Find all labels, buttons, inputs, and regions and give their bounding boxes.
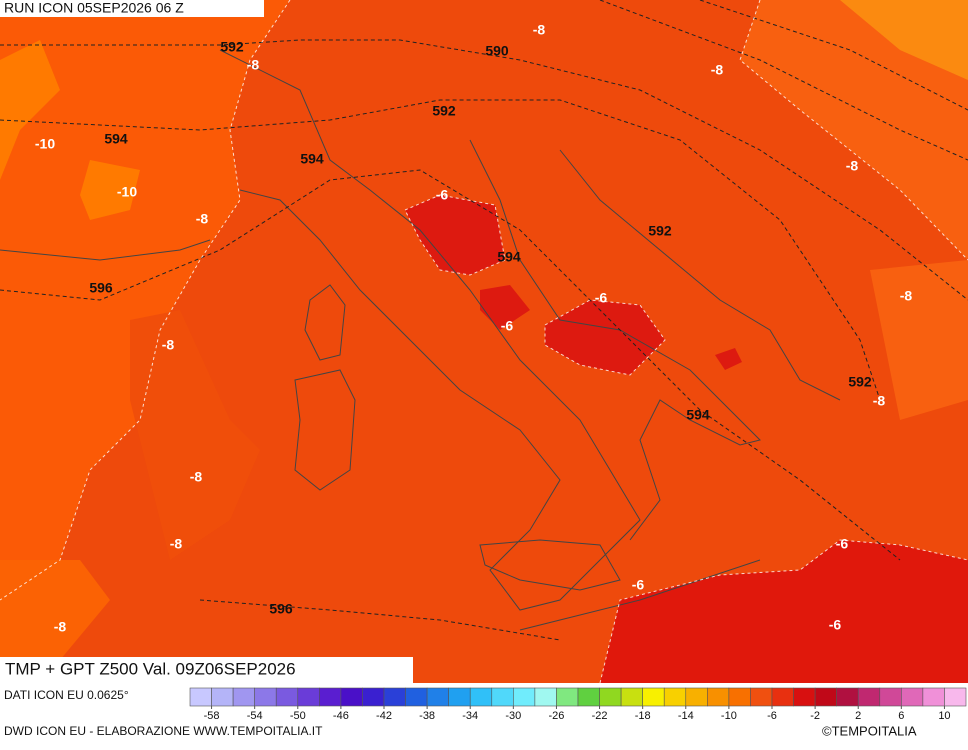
colorbar-tick-label: -30 (505, 710, 521, 722)
contour-label: -6 (595, 290, 608, 306)
colorbar-tick-label: -18 (635, 710, 651, 722)
colorbar-cell (405, 687, 428, 707)
contour-label: -8 (196, 211, 209, 227)
contour-label: 592 (648, 223, 672, 239)
contour-label: -6 (632, 577, 645, 593)
colorbar-cell (857, 687, 881, 707)
colorbar-cell (750, 687, 773, 707)
colorbar-cell (642, 687, 665, 707)
run-label: RUN ICON 05SEP2026 06 Z (4, 0, 184, 16)
colorbar-cell (534, 687, 557, 707)
colorbar-cell (663, 687, 687, 707)
colorbar-tick-label: -34 (462, 710, 478, 722)
colorbar-cell (944, 687, 967, 707)
colorbar-cell (685, 687, 708, 707)
contour-label: 590 (485, 43, 509, 59)
contour-label: -8 (162, 337, 175, 353)
colorbar-cell (922, 687, 945, 707)
contour-label: -8 (873, 393, 886, 409)
colorbar-tick-label: -46 (333, 710, 349, 722)
contour-label: -8 (54, 619, 67, 635)
contour-label: 592 (220, 39, 244, 55)
colorbar-tick-label: -58 (204, 710, 220, 722)
colorbar-cell (232, 687, 255, 707)
colorbar-cell (383, 687, 406, 707)
colorbar-cell (448, 687, 471, 707)
contour-label: -8 (711, 62, 724, 78)
contour-label: -6 (836, 536, 849, 552)
contour-label: -8 (190, 469, 203, 485)
credit: DWD ICON EU - ELABORAZIONE WWW.TEMPOITAL… (4, 724, 323, 738)
colorbar-cell (275, 687, 299, 707)
colorbar-cell (211, 687, 234, 707)
contour-label: -10 (35, 136, 55, 152)
colorbar-cell (319, 687, 342, 707)
map-title: TMP + GPT Z500 Val. 09Z06SEP2026 (5, 659, 296, 678)
colorbar-cell (297, 687, 320, 707)
contour-label: 592 (432, 103, 456, 119)
colorbar-tick-label: -6 (767, 710, 777, 722)
contour-label: 596 (89, 280, 113, 296)
colorbar-tick-label: -22 (592, 710, 608, 722)
colorbar-tick-label: 10 (938, 710, 950, 722)
run-box (0, 0, 264, 17)
colorbar-cell (707, 687, 730, 707)
temperature-areas (0, 0, 968, 683)
contour-label: -8 (170, 536, 183, 552)
colorbar-cell (728, 687, 751, 707)
colorbar-cell (254, 687, 277, 707)
colorbar-cell (577, 687, 600, 707)
colorbar-cell (189, 687, 212, 707)
contour-label: 596 (269, 601, 293, 617)
title-box (0, 657, 413, 683)
colorbar-cell (340, 687, 363, 707)
colorbar-cell (879, 687, 902, 707)
colorbar-cell (836, 687, 859, 707)
coastlines (0, 49, 841, 631)
geopotential-contours (0, 0, 968, 641)
contour-label: -6 (501, 318, 514, 334)
colorbar-tick-label: -14 (678, 710, 694, 722)
contour-label: 594 (300, 151, 324, 167)
colorbar-cell (556, 687, 579, 707)
colorbar-cell (599, 687, 622, 707)
colorbar-cell (426, 687, 449, 707)
colorbar-cell (814, 687, 837, 707)
colorbar-cell (620, 687, 643, 707)
colorbar-tick-label: -50 (290, 710, 306, 722)
colorbar-cell (771, 687, 794, 707)
colorbar-tick-label: -54 (247, 710, 263, 722)
contour-label: 594 (686, 407, 710, 423)
colorbar-tick-label: 6 (898, 710, 904, 722)
colorbar-cell (469, 687, 493, 707)
colorbar-tick-label: 2 (855, 710, 861, 722)
colorbar-cell (362, 687, 385, 707)
data-source: DATI ICON EU 0.0625° (4, 688, 129, 702)
colorbar-cell (901, 687, 924, 707)
temperature-contours (0, 0, 968, 684)
contour-label: -6 (829, 617, 842, 633)
colorbar-tick-label: -10 (721, 710, 737, 722)
contour-label: -6 (436, 187, 449, 203)
colorbar-cell (793, 687, 816, 707)
contour-label: 594 (104, 131, 128, 147)
colorbar-tick-label: -38 (419, 710, 435, 722)
contour-label: -8 (900, 288, 913, 304)
colorbar-cell (491, 687, 514, 707)
contour-label: -10 (117, 184, 137, 200)
copyright: ©TEMPOITALIA (822, 723, 917, 738)
colorbar-tick-label: -2 (810, 710, 820, 722)
colorbar-tick-label: -42 (376, 710, 392, 722)
contour-label: -8 (533, 22, 546, 38)
colorbar-cell (513, 687, 536, 707)
contour-label: -8 (247, 57, 260, 73)
contour-label: -8 (846, 158, 859, 174)
contour-label: 594 (497, 249, 521, 265)
colorbar-tick-label: -26 (548, 710, 564, 722)
contour-label: 592 (848, 374, 872, 390)
